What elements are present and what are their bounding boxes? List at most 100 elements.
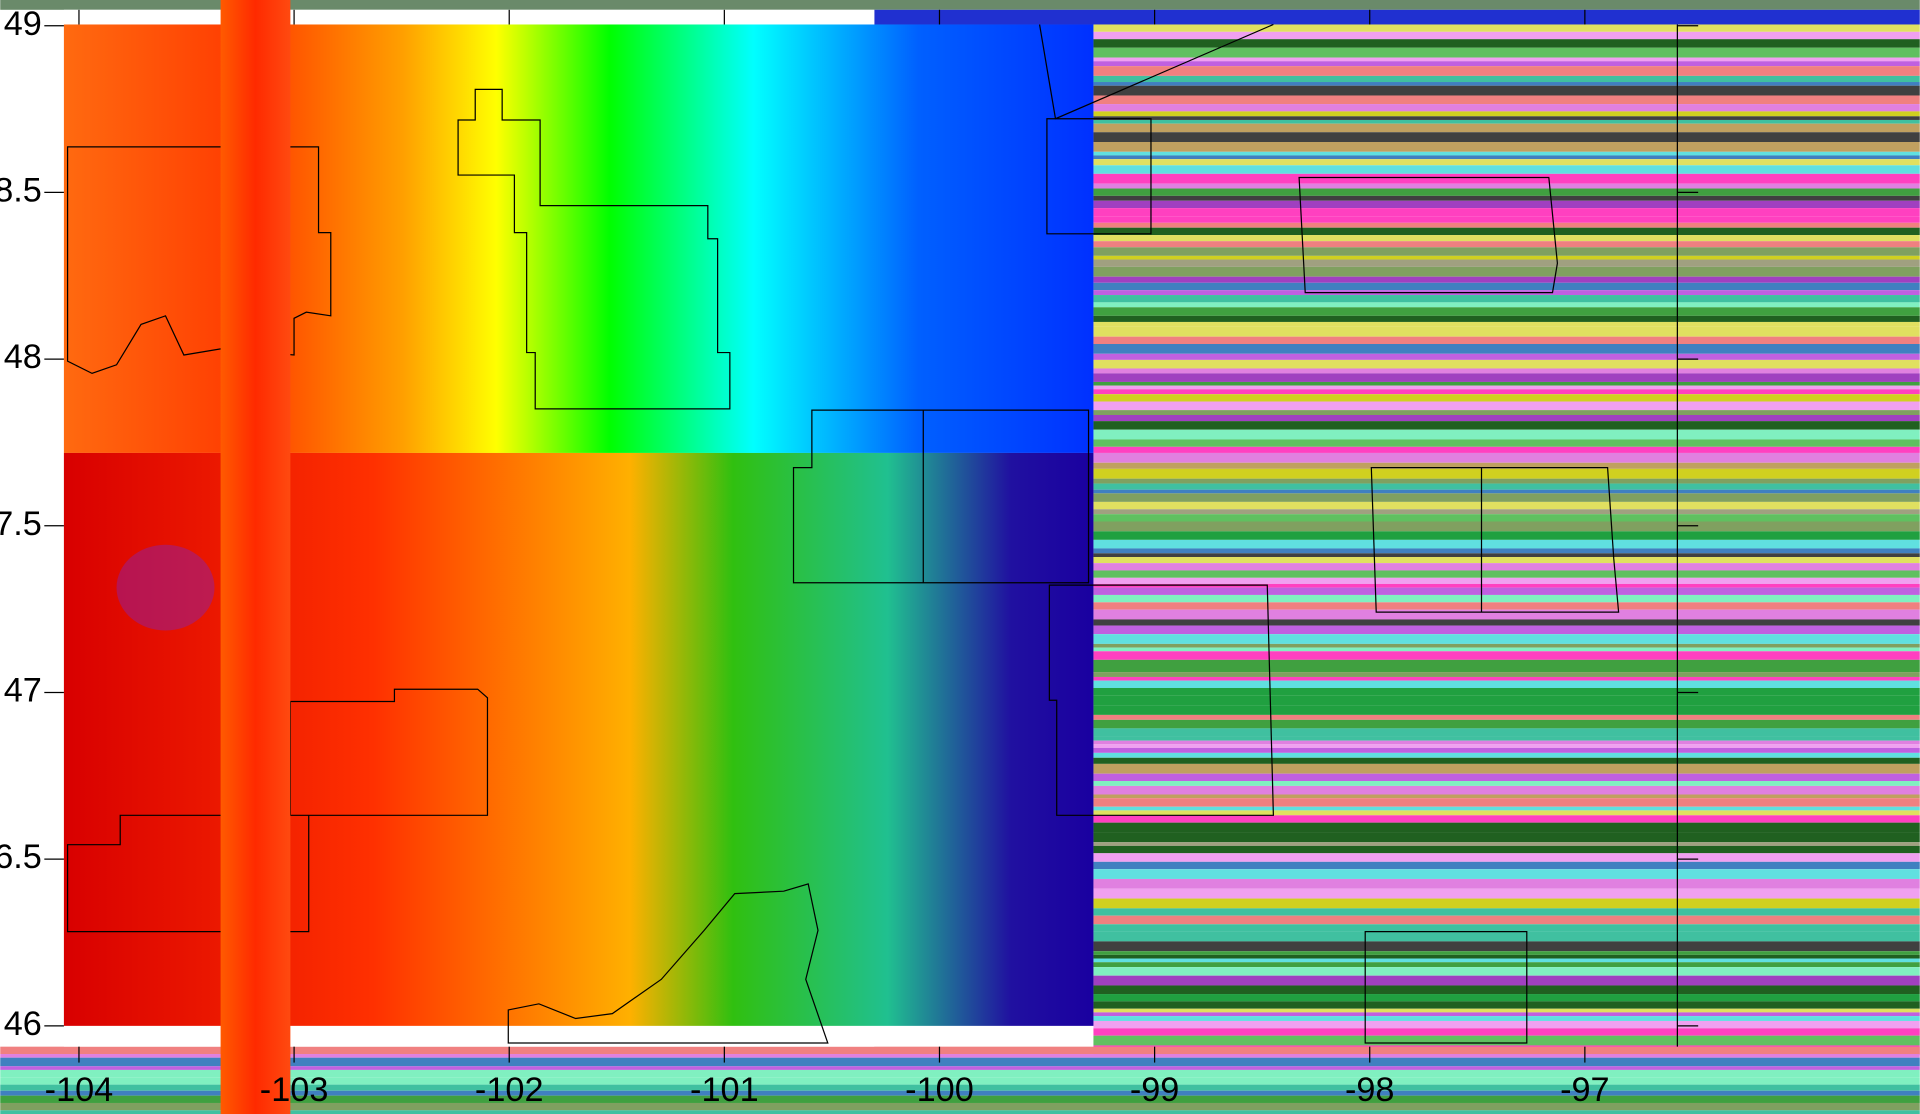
stripe <box>1093 687 1920 696</box>
stripe <box>1093 672 1920 677</box>
y-tick-label: 46 <box>4 1005 42 1043</box>
stripe <box>1093 898 1920 909</box>
stripe <box>1093 842 1920 846</box>
stripe <box>1093 781 1920 786</box>
stripe <box>1093 651 1920 660</box>
stripe <box>1093 394 1920 402</box>
stripe <box>1093 1001 1920 1009</box>
x-tick-label: -102 <box>475 1071 544 1109</box>
stripe <box>1093 994 1920 1002</box>
stripe <box>1093 514 1920 522</box>
stripe <box>0 1057 1920 1067</box>
stripe <box>0 1110 1920 1114</box>
stripe <box>1093 763 1920 774</box>
stripe <box>1093 57 1920 62</box>
heat-spot <box>116 544 215 631</box>
stripe <box>1093 634 1920 644</box>
stripe <box>1093 200 1920 209</box>
stripe <box>1093 736 1920 741</box>
x-tick-label: -99 <box>1130 1071 1180 1109</box>
stripe <box>1093 321 1920 327</box>
stripe <box>1093 822 1920 833</box>
stripe <box>0 1066 1920 1070</box>
glitch-stripes <box>0 9 1920 1114</box>
stripe <box>1093 845 1920 854</box>
stripe <box>1093 235 1920 242</box>
stripe <box>1093 353 1920 360</box>
stripe <box>1093 368 1920 374</box>
y-tick-label: 47 <box>4 672 42 710</box>
stripe <box>1093 1028 1920 1036</box>
y-tick-label: 46.5 <box>0 838 42 876</box>
x-tick-label: -97 <box>1560 1071 1610 1109</box>
stripe <box>1093 151 1920 156</box>
stripe <box>1093 1020 1920 1029</box>
stripe <box>1093 680 1920 688</box>
stripe <box>1093 24 1920 32</box>
stripe <box>1093 908 1920 916</box>
stripe <box>1093 343 1920 354</box>
x-tick-label: -103 <box>260 1071 329 1109</box>
stripe <box>1093 705 1920 715</box>
stripe <box>1093 625 1920 635</box>
stripe <box>1093 241 1920 248</box>
stripe <box>1093 924 1920 932</box>
stripe <box>0 1095 1920 1103</box>
stripe <box>1093 31 1920 40</box>
stripe <box>1093 142 1920 152</box>
stripe <box>1093 714 1920 720</box>
stripe <box>1093 587 1920 595</box>
stripe <box>1093 806 1920 811</box>
stripe <box>1093 941 1920 952</box>
heat-bottom <box>63 452 1094 1026</box>
stripe <box>1093 531 1920 540</box>
stripe <box>1093 878 1920 889</box>
stripe <box>1093 85 1920 96</box>
axes: -104 -103 -102 -101 -100 -99 -98 -97 46 46.5 47 47.… <box>0 5 1699 1109</box>
stripe <box>1093 119 1920 124</box>
stripe <box>1093 410 1920 415</box>
stripe <box>1093 794 1920 799</box>
stripe <box>1093 483 1920 490</box>
stripe <box>1093 962 1920 968</box>
stripe <box>1093 985 1920 995</box>
stripe <box>1093 452 1920 463</box>
axis-frame <box>63 9 875 25</box>
stripe <box>1093 832 1920 843</box>
stripe <box>1093 439 1920 447</box>
stripe <box>1093 888 1920 899</box>
stripe <box>1093 255 1920 260</box>
stripe <box>1093 173 1920 184</box>
x-tick-label: -98 <box>1345 1071 1395 1109</box>
stripe <box>1093 785 1920 795</box>
stripe <box>1093 75 1920 83</box>
stripe <box>1093 82 1920 86</box>
stripe <box>1093 183 1920 189</box>
boundaries <box>66 23 1678 1047</box>
stripe <box>1093 259 1920 267</box>
stripe <box>1093 188 1920 196</box>
stripe <box>1093 1035 1920 1046</box>
red-stripe <box>220 0 291 1114</box>
stripe <box>1093 195 1920 201</box>
x-tick-label: -104 <box>45 1071 114 1109</box>
x-tick-label: -100 <box>905 1071 974 1109</box>
stripe <box>0 1084 1920 1091</box>
stripe <box>0 1054 1920 1058</box>
stripe <box>1093 1008 1920 1013</box>
stripe <box>1093 359 1920 369</box>
stripe <box>1093 931 1920 942</box>
stripe <box>0 1069 1920 1078</box>
stripe <box>1093 478 1920 484</box>
y-tick-label: 48 <box>4 338 42 376</box>
stripe <box>1093 594 1920 603</box>
stripe <box>1093 602 1920 610</box>
stripe <box>1093 643 1920 648</box>
stripe <box>1093 302 1920 308</box>
stripe <box>1093 414 1920 422</box>
stripe <box>1093 967 1920 976</box>
stripe <box>1093 744 1920 748</box>
stripe <box>1093 216 1920 223</box>
stripe <box>1093 752 1920 758</box>
